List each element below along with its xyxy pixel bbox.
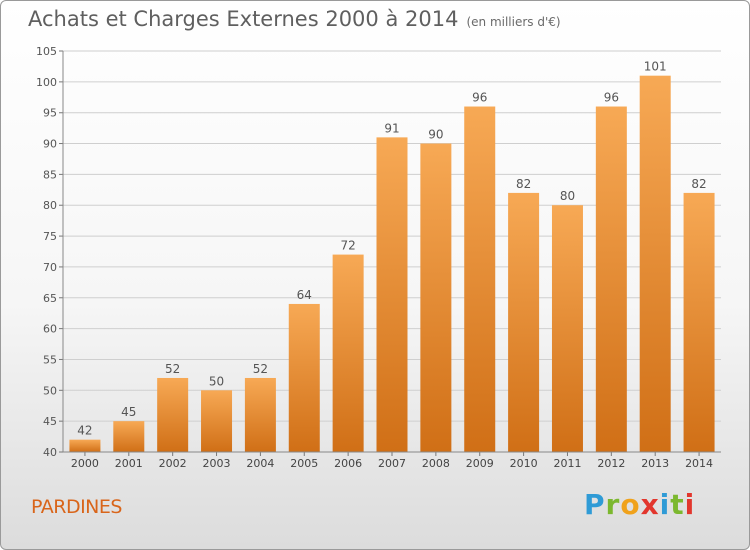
bar bbox=[464, 106, 496, 453]
x-axis: 2000 2001 2002 2003 2004 2005 2006 2007 2008 2009… bbox=[63, 451, 721, 470]
x-tick-label: 2009 bbox=[466, 457, 494, 470]
bar bbox=[420, 143, 452, 453]
bar-value-label: 101 bbox=[644, 60, 667, 74]
bar bbox=[683, 192, 715, 452]
bar-value-label: 96 bbox=[472, 91, 487, 105]
bar bbox=[69, 439, 101, 452]
x-tick-label: 2006 bbox=[334, 457, 362, 470]
town-name: PARDINES bbox=[31, 496, 122, 518]
bar-value-label: 90 bbox=[428, 128, 443, 142]
y-tick-label: 95 bbox=[43, 107, 57, 120]
bar-value-label: 96 bbox=[604, 91, 619, 105]
logo-letter: t bbox=[670, 488, 685, 521]
bar-value-label: 64 bbox=[297, 288, 312, 302]
bar bbox=[113, 421, 145, 452]
y-tick-label: 75 bbox=[43, 230, 57, 243]
bar bbox=[288, 303, 320, 452]
x-tick-label: 2014 bbox=[685, 457, 713, 470]
bar bbox=[508, 192, 540, 452]
bar-value-label: 50 bbox=[209, 374, 224, 388]
y-tick-label: 65 bbox=[43, 292, 57, 305]
bar-value-label: 42 bbox=[77, 424, 92, 438]
logo-letter: P bbox=[584, 488, 606, 521]
bar-value-label: 72 bbox=[340, 239, 355, 253]
y-tick-label: 60 bbox=[43, 323, 57, 336]
y-tick-label: 85 bbox=[43, 168, 57, 181]
logo-letter: r bbox=[605, 488, 621, 521]
logo-letter: o bbox=[620, 488, 641, 521]
logo-letter: i bbox=[684, 488, 696, 521]
x-tick-label: 2011 bbox=[553, 457, 581, 470]
x-tick-label: 2005 bbox=[290, 457, 318, 470]
bar-value-label: 80 bbox=[560, 189, 575, 203]
x-tick-label: 2013 bbox=[641, 457, 669, 470]
x-tick-label: 2003 bbox=[203, 457, 231, 470]
y-tick-label: 100 bbox=[36, 76, 57, 89]
x-tick-label: 2008 bbox=[422, 457, 450, 470]
bars: 42 45 52 50 52 64 72 91 90 96 82 80 96 101 82 bbox=[69, 60, 715, 453]
logo-letter: i bbox=[659, 488, 671, 521]
x-tick-label: 2007 bbox=[378, 457, 406, 470]
x-tick-label: 2012 bbox=[597, 457, 625, 470]
y-tick-label: 45 bbox=[43, 415, 57, 428]
proxiti-logo: Proxiti bbox=[584, 488, 695, 521]
bar bbox=[639, 75, 671, 452]
bar-value-label: 45 bbox=[121, 405, 136, 419]
bar-value-label: 91 bbox=[384, 121, 399, 135]
bar bbox=[376, 137, 408, 452]
bar bbox=[595, 106, 627, 453]
chart-title-text: Achats et Charges Externes 2000 à 2014 bbox=[28, 7, 459, 31]
bar-value-label: 82 bbox=[516, 177, 531, 191]
x-tick-label: 2001 bbox=[115, 457, 143, 470]
x-tick-label: 2002 bbox=[159, 457, 187, 470]
chart-subtitle: (en milliers d'€) bbox=[466, 15, 561, 29]
y-tick-label: 50 bbox=[43, 384, 57, 397]
bar bbox=[157, 377, 189, 452]
bar-value-label: 52 bbox=[253, 362, 268, 376]
y-tick-label: 90 bbox=[43, 138, 57, 151]
y-tick-label: 55 bbox=[43, 353, 57, 366]
chart-title: Achats et Charges Externes 2000 à 2014 (e… bbox=[28, 7, 561, 31]
bar-value-label: 82 bbox=[691, 177, 706, 191]
y-tick-label: 40 bbox=[43, 446, 57, 459]
x-tick-label: 2000 bbox=[71, 457, 99, 470]
x-tick-label: 2004 bbox=[246, 457, 274, 470]
bar-value-label: 52 bbox=[165, 362, 180, 376]
y-tick-label: 70 bbox=[43, 261, 57, 274]
y-tick-label: 80 bbox=[43, 199, 57, 212]
bar bbox=[244, 377, 276, 452]
bar bbox=[332, 254, 364, 452]
y-axis: 40 45 50 55 60 65 70 75 80 85 90 95 100 105 bbox=[36, 45, 64, 459]
x-tick-label: 2010 bbox=[510, 457, 538, 470]
logo-letter: x bbox=[640, 488, 660, 521]
bar bbox=[201, 390, 233, 452]
y-tick-label: 105 bbox=[36, 45, 57, 58]
bar bbox=[551, 205, 583, 452]
